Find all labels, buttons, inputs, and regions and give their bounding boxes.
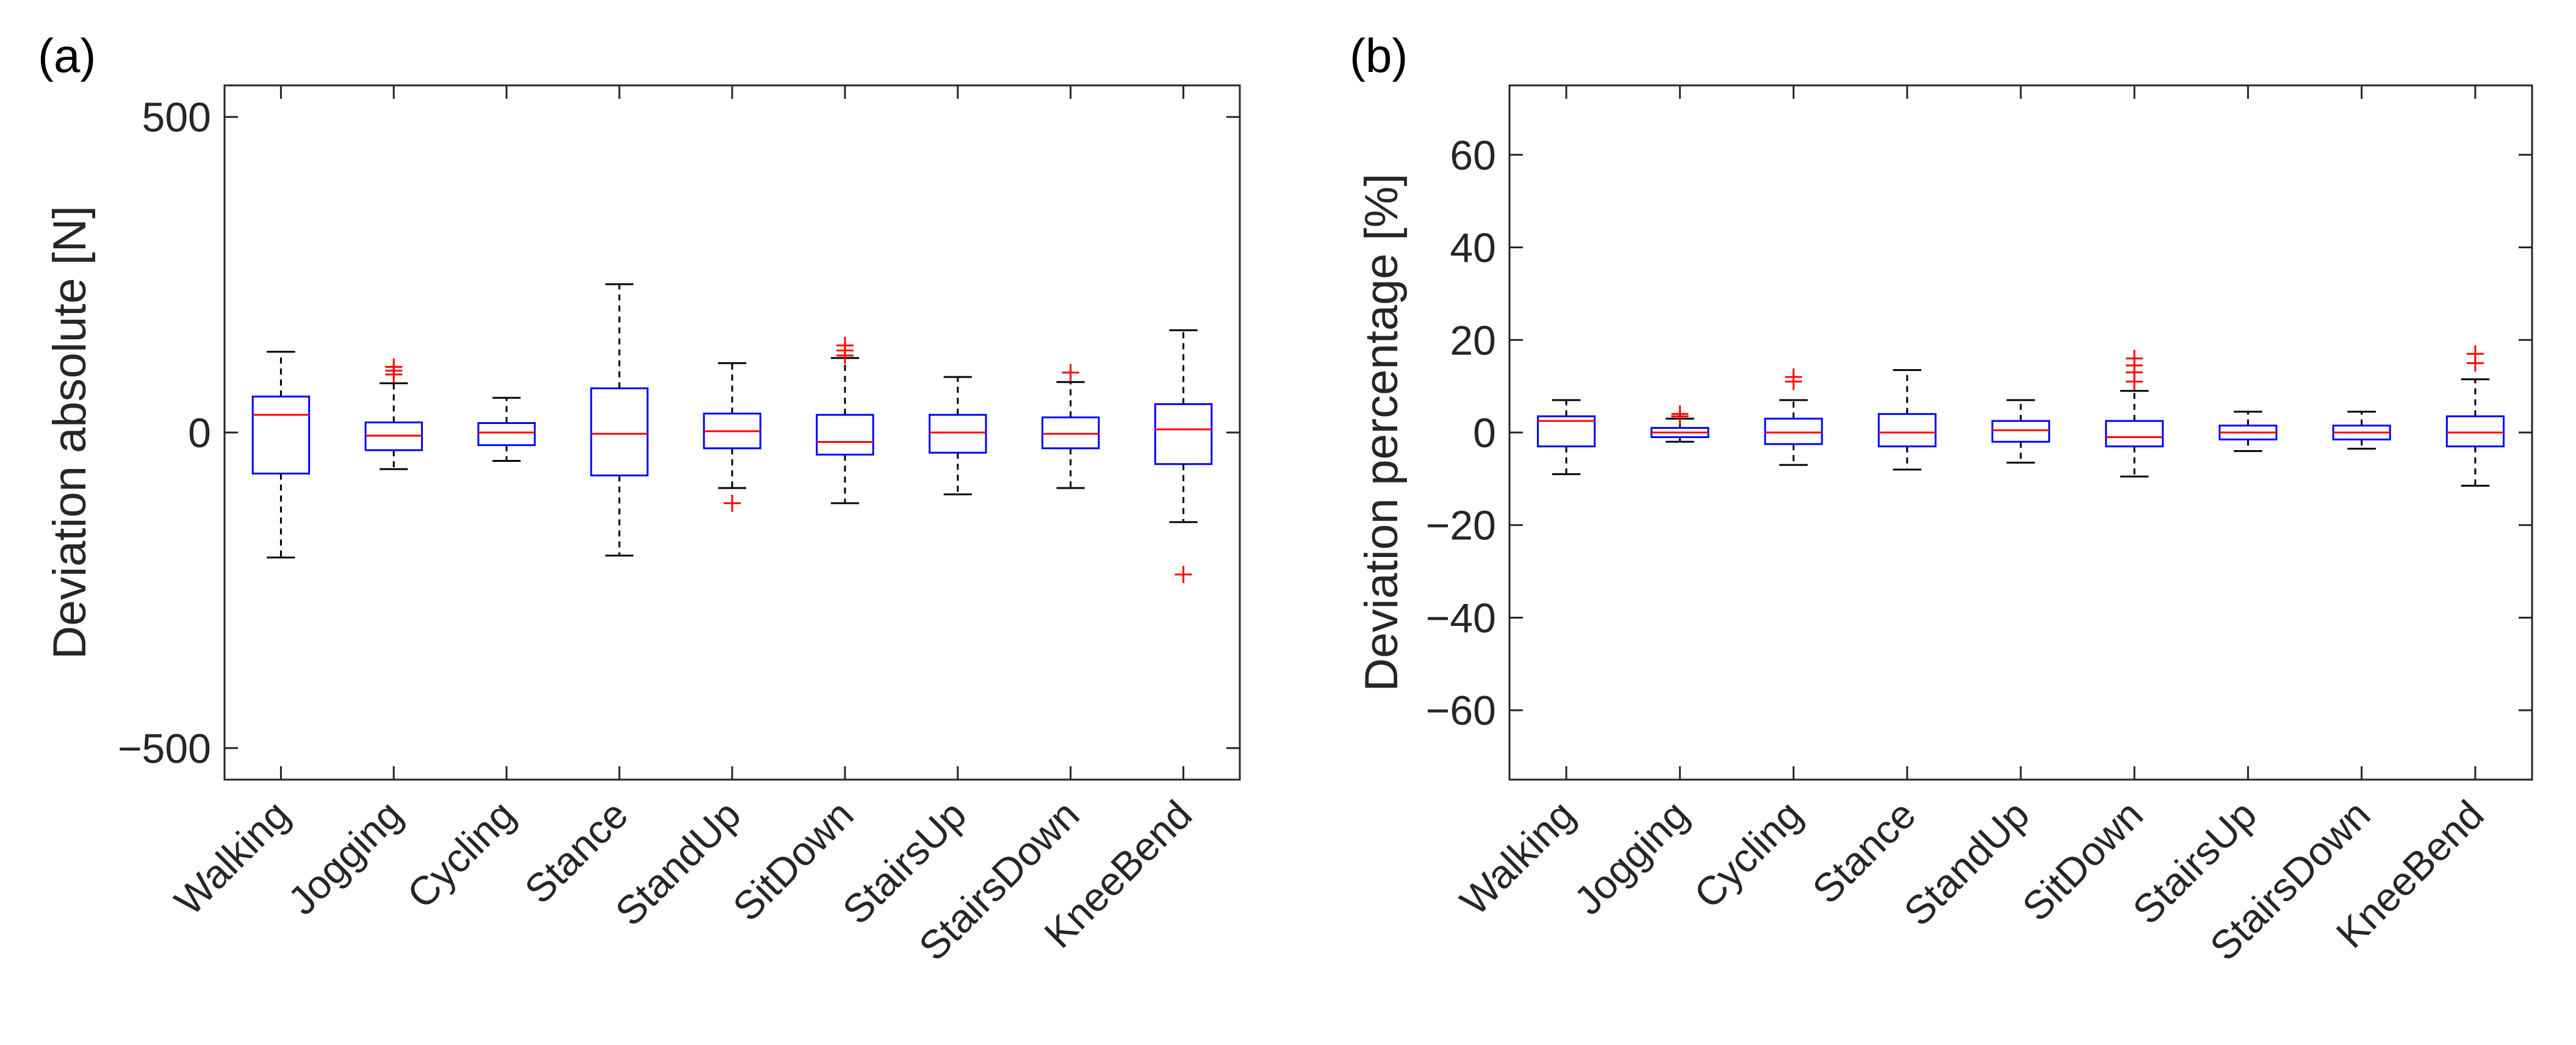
y-tick-label: −20 bbox=[1426, 503, 1496, 549]
y-tick-label: 0 bbox=[1473, 410, 1496, 456]
panel-b: (b) −60 −40 −20 0 20 40 60 Deviation percentage … bbox=[1350, 29, 2533, 969]
y-axis-label: Deviation absolute [N] bbox=[44, 206, 96, 659]
box-sitdown bbox=[816, 337, 874, 505]
outlier-marker bbox=[1062, 364, 1079, 381]
outlier-marker bbox=[724, 494, 741, 512]
box-jogging bbox=[1650, 405, 1710, 443]
outlier-marker bbox=[385, 358, 403, 376]
y-tick-label: 40 bbox=[1450, 225, 1496, 271]
outlier-marker bbox=[1785, 368, 1802, 386]
box-stance bbox=[1877, 369, 1937, 471]
box-jogging bbox=[364, 358, 423, 470]
box-cycling bbox=[477, 397, 536, 462]
y-axis-label: Deviation percentage [%] bbox=[1356, 173, 1408, 691]
category-label-cycling: Cycling bbox=[398, 792, 523, 917]
box-stairsup bbox=[929, 376, 987, 495]
panel-label: (a) bbox=[38, 29, 96, 82]
panel-a: (a) −500 0 500 Deviation absolute [N] Walking… bbox=[38, 29, 1241, 969]
y-tick-label: 20 bbox=[1450, 317, 1496, 364]
outlier-marker bbox=[1175, 566, 1192, 583]
box-kneebend bbox=[1154, 329, 1213, 583]
iqr-box bbox=[816, 414, 874, 456]
category-label-sitdown: SitDown bbox=[2013, 792, 2151, 930]
iqr-box bbox=[1041, 416, 1100, 450]
outlier-marker bbox=[2126, 350, 2143, 367]
box-cycling bbox=[1764, 368, 1823, 466]
category-label-cycling: Cycling bbox=[1685, 792, 1810, 917]
plot-frame bbox=[223, 84, 1241, 781]
category-label-jogging: Jogging bbox=[279, 792, 411, 924]
outlier-marker bbox=[1671, 405, 1689, 423]
iqr-box bbox=[1154, 403, 1213, 465]
category-label-walking: Walking bbox=[166, 792, 298, 924]
category-label-jogging: Jogging bbox=[1565, 792, 1697, 924]
y-tick-label: −40 bbox=[1426, 595, 1496, 641]
box-stance bbox=[590, 283, 649, 557]
iqr-box bbox=[251, 395, 311, 475]
box-sitdown bbox=[2105, 350, 2164, 478]
iqr-box bbox=[1537, 415, 1596, 448]
y-tick-label: 0 bbox=[188, 410, 211, 456]
panel-label: (b) bbox=[1350, 29, 1408, 82]
box-kneebend bbox=[2445, 345, 2505, 487]
y-tick-label: −60 bbox=[1426, 688, 1496, 734]
box-standup bbox=[703, 362, 761, 512]
box-walking bbox=[1537, 399, 1596, 475]
iqr-box bbox=[2445, 415, 2505, 448]
iqr-box bbox=[2105, 420, 2164, 448]
box-stairsup bbox=[2218, 411, 2278, 452]
iqr-box bbox=[1764, 417, 1823, 445]
iqr-box bbox=[1877, 413, 1937, 448]
category-label-walking: Walking bbox=[1451, 792, 1583, 924]
box-standup bbox=[1991, 399, 2051, 464]
iqr-box bbox=[590, 387, 649, 476]
category-label-standup: StandUp bbox=[1895, 792, 2038, 935]
iqr-box bbox=[1991, 420, 2051, 443]
iqr-box bbox=[929, 414, 987, 454]
box-stairsdown bbox=[1041, 364, 1100, 489]
outlier-marker bbox=[2466, 345, 2484, 363]
box-stairsdown bbox=[2332, 411, 2391, 450]
outlier-marker bbox=[836, 337, 854, 354]
y-tick-label: 60 bbox=[1450, 132, 1496, 179]
y-tick-label: 500 bbox=[142, 95, 211, 141]
category-label-standup: StandUp bbox=[606, 792, 749, 935]
y-tick-label: −500 bbox=[118, 725, 211, 772]
box-walking bbox=[251, 351, 311, 559]
iqr-box bbox=[477, 422, 536, 447]
